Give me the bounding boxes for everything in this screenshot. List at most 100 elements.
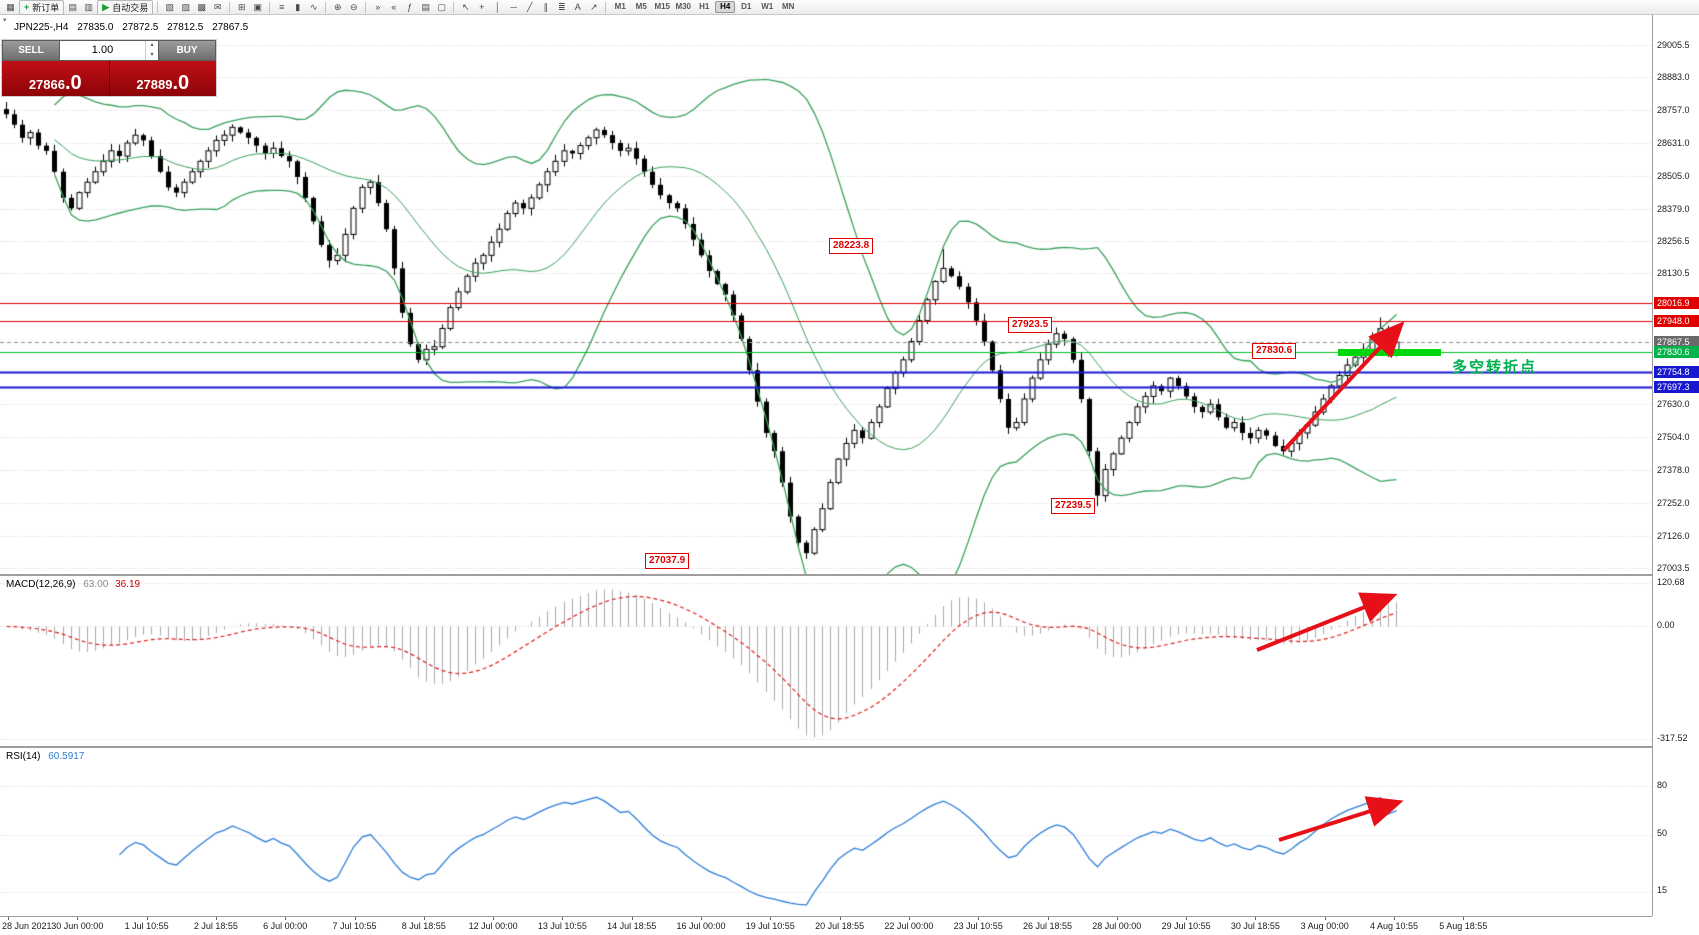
sell-button[interactable]: SELL — [2, 40, 60, 61]
timeframe-m1-button[interactable]: M1 — [614, 2, 626, 11]
time-axis-tick — [631, 917, 633, 920]
time-axis-tick — [770, 917, 772, 920]
chart-low-value: 27812.5 — [167, 22, 204, 33]
main-chart-canvas[interactable] — [0, 15, 1652, 574]
templates-icon[interactable]: ▢ — [437, 1, 446, 12]
bar-chart-type-icon[interactable]: ≡ — [279, 1, 285, 12]
rsi-axis-15-label: 15 — [1657, 885, 1668, 895]
horizontal-line-icon[interactable]: ─ — [510, 1, 517, 12]
sell-price-frac: .0 — [64, 72, 82, 94]
time-axis-label: 28 Jul 00:00 — [1092, 921, 1142, 931]
arrows-tool-icon[interactable]: ↗ — [589, 1, 598, 12]
zoom-in-icon[interactable]: ⊕ — [333, 1, 342, 12]
auto-scroll-icon[interactable]: » — [375, 1, 381, 12]
candlestick-type-icon[interactable]: ▮ — [295, 1, 301, 12]
time-axis-tick — [839, 917, 841, 920]
timeframe-m15-button[interactable]: M15 — [654, 2, 670, 11]
timeframe-h4-button[interactable]: H4 — [715, 1, 736, 13]
time-axis-tick — [908, 917, 910, 920]
toolbar-separator — [365, 1, 367, 13]
zoom-out-icon[interactable]: ⊖ — [349, 1, 358, 12]
strategy-tester-icon[interactable]: ▩ — [197, 1, 206, 12]
chart-header: JPN225-,H4 27835.0 27872.5 27812.5 27867… — [14, 22, 248, 33]
buy-price-box[interactable]: 27889.0 — [109, 61, 216, 96]
chart-profiles-icon[interactable]: ▤ — [68, 1, 78, 12]
channel-icon[interactable]: ∥ — [543, 1, 548, 12]
time-axis[interactable]: 28 Jun 2021 30 Jun 00:00 1 Jul 10:55 2 Jul … — [0, 916, 1652, 935]
crosshair-icon[interactable]: + — [479, 1, 485, 12]
volume-value[interactable]: 1.00 — [91, 44, 114, 56]
price-axis-label: 28379.0 — [1657, 203, 1690, 214]
price-annotation-label: 27923.5 — [1008, 317, 1053, 333]
price-axis-label: 28130.5 — [1657, 268, 1690, 279]
time-axis-label: 14 Jul 18:55 — [607, 921, 657, 931]
chart-shift-icon[interactable]: « — [391, 1, 397, 12]
price-axis-label: 27378.0 — [1657, 465, 1690, 476]
time-axis-tick — [1394, 917, 1395, 920]
vertical-line-icon[interactable]: │ — [494, 1, 501, 12]
price-axis[interactable]: 29005.5 28883.0 28757.0 28631.0 28505.0 28379… — [1652, 15, 1699, 916]
buy-button[interactable]: BUY — [158, 40, 216, 61]
volume-up-button[interactable]: ▴ — [150, 42, 154, 48]
time-axis-label: 12 Jul 00:00 — [468, 921, 518, 931]
volume-down-button[interactable]: ▾ — [150, 51, 154, 58]
panel-separator[interactable] — [0, 574, 1699, 576]
time-axis-label: 6 Jul 00:00 — [263, 921, 308, 931]
price-axis-label: 27252.0 — [1657, 497, 1690, 508]
macd-label: MACD(12,26,9) 63.00 36.19 — [6, 579, 140, 590]
one-click-collapse-button[interactable]: ▾ — [3, 17, 7, 24]
new-chart-icon[interactable]: ▦ — [6, 1, 15, 12]
cascade-windows-icon[interactable]: ▣ — [253, 1, 262, 12]
time-axis-label: 2 Jul 18:55 — [193, 921, 238, 931]
one-click-trading-panel: SELL 1.00 ▴ ▾ BUY 27866.0 27889.0 — [2, 40, 216, 96]
trendline-icon[interactable]: ╱ — [527, 1, 533, 12]
timeframe-mn-button[interactable]: MN — [781, 2, 795, 11]
tile-windows-icon[interactable]: ⊞ — [237, 1, 246, 12]
line-chart-type-icon[interactable]: ∿ — [309, 1, 318, 12]
sell-price-main: 27866 — [28, 77, 65, 92]
new-email-icon[interactable]: ✉ — [213, 1, 222, 12]
rsi-label: RSI(14) 60.5917 — [6, 751, 84, 762]
text-tool-icon[interactable]: A — [574, 1, 581, 12]
timeframe-m30-button[interactable]: M30 — [675, 2, 691, 11]
indicators-icon[interactable]: ƒ — [407, 1, 413, 12]
terminal-icon[interactable]: ▨ — [181, 1, 190, 12]
fibonacci-icon[interactable]: ≣ — [557, 1, 566, 12]
toolbar: ▦ + 新订单 ▤ ▥ ▶ 自动交易 ▧ ▨ ▩ ✉ ⊞ ▣ ≡ ▮ ∿ ⊕ ⊖» «ƒ ▤ ▢ ↖ + │ ─ ╱ ∥ ≣ A ↗ M1 M… — [0, 0, 1699, 15]
time-axis-label: 28 Jun 2021 — [2, 921, 52, 931]
time-axis-label: 7 Jul 10:55 — [332, 921, 377, 931]
sell-price-box[interactable]: 27866.0 — [2, 61, 110, 96]
time-axis-tick — [1116, 917, 1118, 920]
time-axis-tick — [1463, 917, 1465, 920]
buy-price-frac: .0 — [172, 72, 190, 94]
price-annotation-label: 27037.9 — [645, 553, 690, 569]
autotrading-button[interactable]: ▶ 自动交易 — [97, 0, 154, 15]
macd-panel-canvas[interactable] — [0, 576, 1652, 746]
price-level-tag: 27867.5 — [1654, 336, 1699, 349]
timeframe-h1-button[interactable]: H1 — [699, 2, 710, 11]
autotrading-button-label: 自动交易 — [112, 2, 149, 13]
rsi-panel-canvas[interactable] — [0, 748, 1652, 916]
rsi-name: RSI(14) — [6, 751, 41, 762]
price-level-tag: 28016.9 — [1654, 297, 1699, 310]
price-axis-label: 27003.5 — [1657, 562, 1690, 573]
time-axis-label: 1 Jul 10:55 — [124, 921, 169, 931]
new-order-button[interactable]: + 新订单 — [19, 0, 65, 15]
volume-field[interactable]: 1.00 ▴ ▾ — [60, 40, 158, 61]
panel-separator[interactable] — [0, 746, 1699, 748]
time-axis-label: 26 Jul 18:55 — [1022, 921, 1073, 931]
chart-symbol-timeframe: JPN225-,H4 — [14, 22, 69, 33]
timeframe-d1-button[interactable]: D1 — [741, 2, 752, 11]
navigator-icon[interactable]: ▧ — [165, 1, 174, 12]
price-axis-label: 28505.0 — [1657, 170, 1690, 181]
periods-icon[interactable]: ▤ — [421, 1, 430, 12]
time-axis-tick — [562, 917, 564, 920]
time-axis-tick — [1255, 917, 1257, 920]
market-watch-icon[interactable]: ▥ — [84, 1, 94, 12]
time-axis-label: 30 Jun 00:00 — [51, 921, 104, 931]
cursor-icon[interactable]: ↖ — [461, 1, 470, 12]
timeframe-m5-button[interactable]: M5 — [635, 2, 647, 11]
rsi-axis-50-label: 50 — [1657, 828, 1668, 838]
timeframe-w1-button[interactable]: W1 — [761, 2, 774, 11]
price-level-tag: 27948.0 — [1654, 315, 1699, 328]
